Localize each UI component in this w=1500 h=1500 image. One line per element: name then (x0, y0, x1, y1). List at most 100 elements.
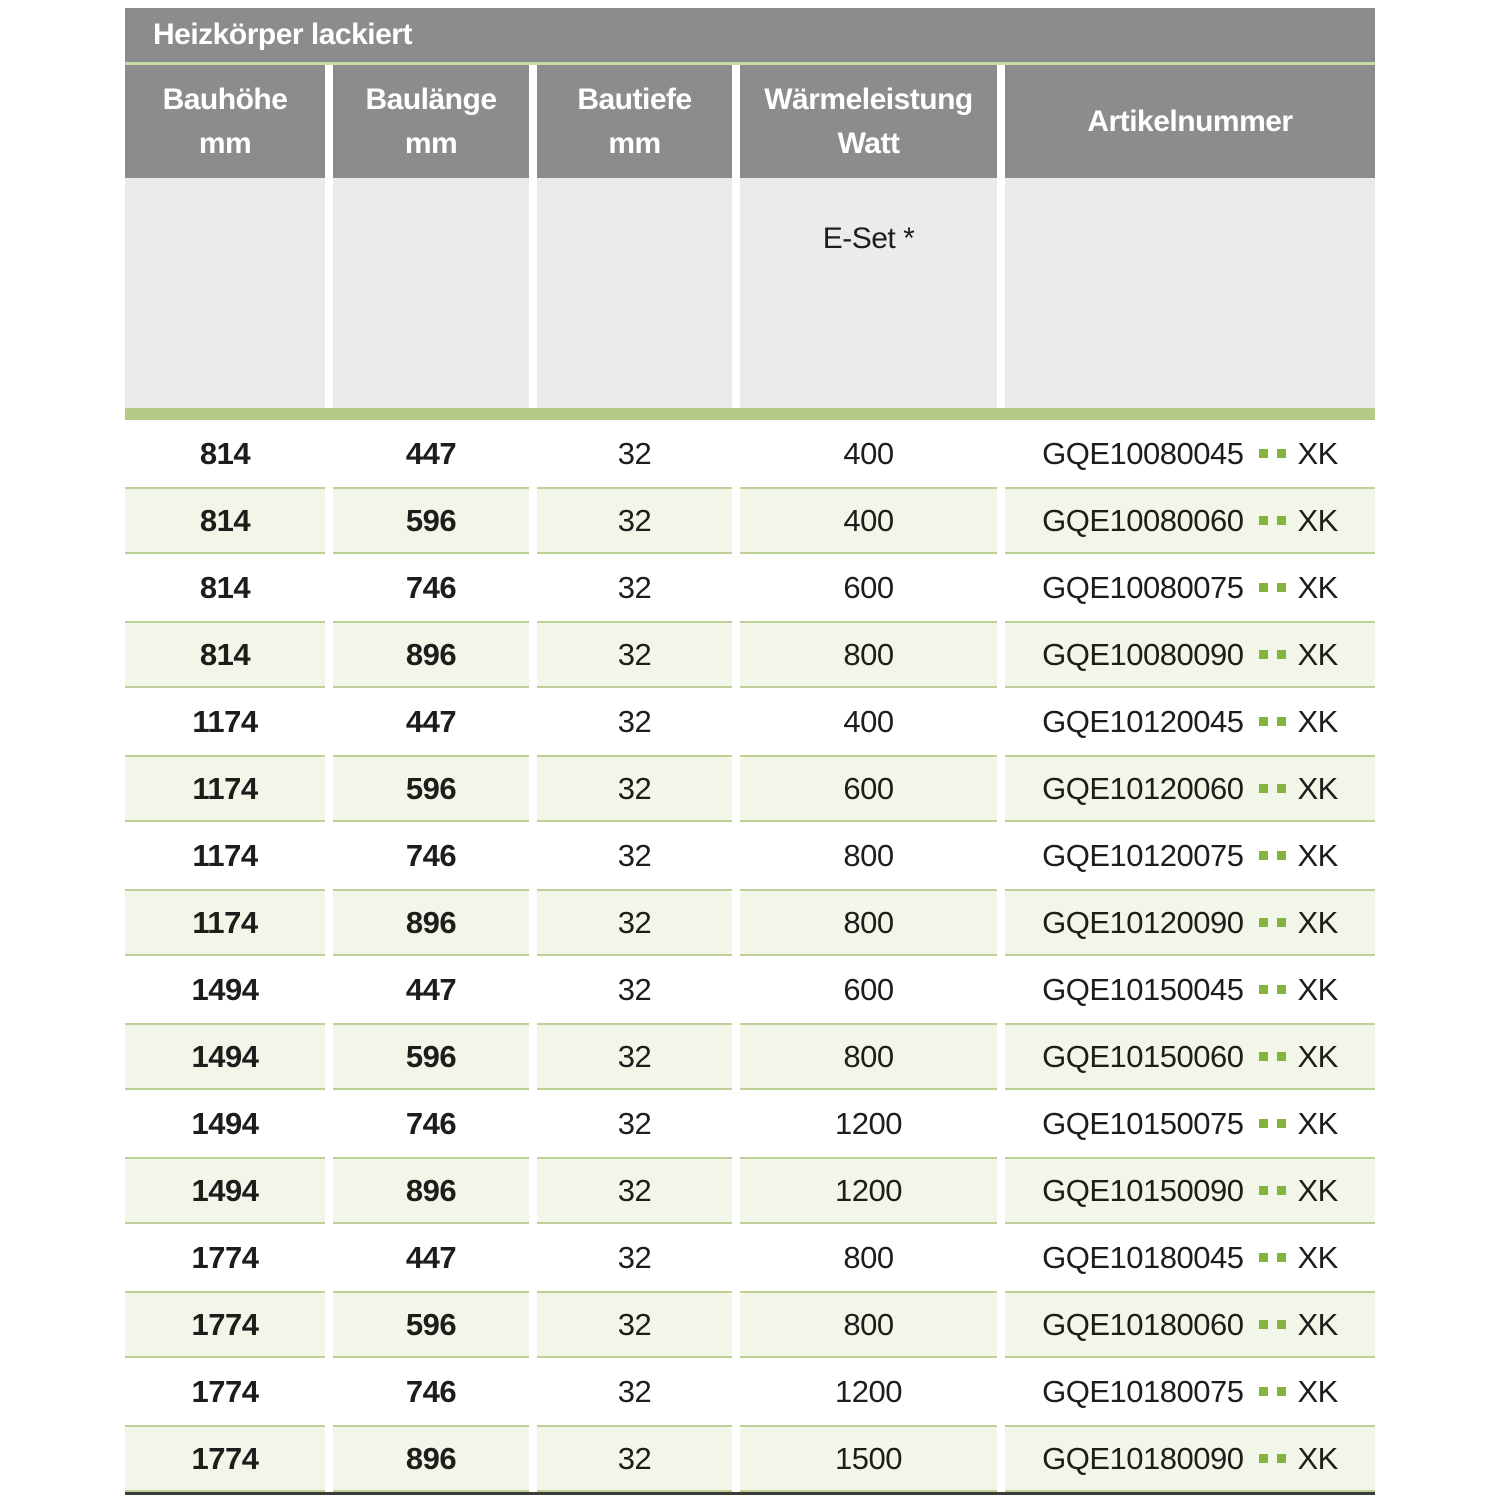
artikelnummer-suffix: XK (1297, 770, 1338, 806)
cell-artikelnummer: GQE10150045 XK (1005, 956, 1375, 1023)
artikelnummer-suffix: XK (1297, 1373, 1338, 1409)
cell-baulaenge: 596 (333, 1291, 529, 1358)
placeholder-dot-icon (1277, 449, 1287, 458)
cell-watt: 1500 (740, 1425, 997, 1492)
column-header-bautiefe: Bautiefe mm (537, 65, 732, 178)
artikelnummer-value: GQE10180060 (1042, 1306, 1244, 1342)
cell-baulaenge: 746 (405, 1373, 457, 1409)
artikelnummer-value: GQE10120045 (1042, 703, 1244, 739)
subheader-cell-artikelnummer (1005, 178, 1375, 408)
placeholder-dot-icon (1277, 1052, 1287, 1061)
table-row: 814 896 32 800 GQE10080090 XK (125, 621, 1375, 688)
artikelnummer-suffix: XK (1297, 971, 1338, 1007)
placeholder-dot-icon (1277, 717, 1287, 726)
header-label: Wärmeleistung (764, 82, 973, 116)
table-row: 1494 746 32 1200 GQE10150075 XK (125, 1090, 1375, 1157)
table-row: 1774 896 32 1500 GQE10180090 XK (125, 1425, 1375, 1492)
artikelnummer-value: GQE10180045 (1042, 1239, 1244, 1275)
table-row: 814 447 32 400 GQE10080045 XK (125, 420, 1375, 487)
artikelnummer-suffix: XK (1297, 1239, 1338, 1275)
artikelnummer-value: GQE10180090 (1042, 1440, 1244, 1476)
artikelnummer-suffix: XK (1297, 1440, 1338, 1476)
cell-baulaenge: 596 (333, 487, 529, 554)
placeholder-dot-icon (1259, 1454, 1269, 1463)
cell-baulaenge: 447 (405, 1239, 457, 1275)
placeholder-dot-icon (1277, 650, 1287, 659)
placeholder-dot-icon (1259, 1387, 1269, 1396)
placeholder-dot-icon (1259, 1320, 1269, 1329)
cell-bautiefe: 32 (537, 755, 732, 822)
placeholder-dot-icon (1277, 851, 1287, 860)
cell-bauhoehe: 1774 (191, 1239, 259, 1275)
placeholder-dot-icon (1277, 583, 1287, 592)
radiator-spec-table: Heizkörper lackiert Bauhöhe mm Baulänge … (125, 8, 1375, 1495)
artikelnummer-suffix: XK (1297, 837, 1338, 873)
subheader-cell-baulaenge (333, 178, 529, 408)
cell-bauhoehe: 1774 (125, 1291, 325, 1358)
cell-baulaenge: 896 (333, 621, 529, 688)
cell-bauhoehe: 1174 (192, 703, 258, 739)
cell-bauhoehe: 1774 (191, 1373, 259, 1409)
cell-artikelnummer: GQE10150075 XK (1005, 1090, 1375, 1157)
column-header-artikelnummer: Artikelnummer (1005, 65, 1375, 178)
cell-bautiefe: 32 (617, 1105, 652, 1141)
artikelnummer-value: GQE10080045 (1042, 435, 1244, 471)
column-header-baulaenge: Baulänge mm (333, 65, 529, 178)
cell-baulaenge: 746 (405, 569, 457, 605)
table-row: 1774 596 32 800 GQE10180060 XK (125, 1291, 1375, 1358)
cell-bautiefe: 32 (617, 435, 652, 471)
cell-watt: 800 (843, 837, 894, 873)
placeholder-dot-icon (1259, 985, 1269, 994)
cell-bautiefe: 32 (617, 837, 652, 873)
cell-watt: 600 (843, 971, 894, 1007)
cell-watt: 400 (843, 435, 894, 471)
cell-bautiefe: 32 (537, 1023, 732, 1090)
cell-artikelnummer: GQE10080060 XK (1005, 487, 1375, 554)
artikelnummer-value: GQE10150090 (1042, 1172, 1244, 1208)
placeholder-dot-icon (1277, 985, 1287, 994)
cell-artikelnummer: GQE10080045 XK (1005, 420, 1375, 487)
cell-bautiefe: 32 (537, 1157, 732, 1224)
cell-watt: 400 (843, 703, 894, 739)
artikelnummer-value: GQE10120060 (1042, 770, 1244, 806)
table-row: 814 746 32 600 GQE10080075 XK (125, 554, 1375, 621)
cell-bautiefe: 32 (537, 1291, 732, 1358)
artikelnummer-suffix: XK (1297, 1306, 1338, 1342)
header-label: Baulänge (365, 82, 497, 116)
cell-bauhoehe: 1494 (191, 1105, 259, 1141)
cell-bautiefe: 32 (537, 621, 732, 688)
cell-bautiefe: 32 (617, 1373, 652, 1409)
cell-watt: 600 (843, 569, 894, 605)
table-row: 1494 596 32 800 GQE10150060 XK (125, 1023, 1375, 1090)
cell-baulaenge: 896 (333, 1157, 529, 1224)
cell-baulaenge: 896 (333, 889, 529, 956)
cell-bauhoehe: 814 (199, 569, 251, 605)
cell-baulaenge: 746 (405, 837, 457, 873)
cell-bauhoehe: 1174 (192, 837, 258, 873)
cell-watt: 800 (740, 621, 997, 688)
cell-bauhoehe: 1494 (191, 971, 259, 1007)
table-title-bar: Heizkörper lackiert (125, 8, 1375, 62)
cell-bauhoehe: 814 (125, 621, 325, 688)
cell-baulaenge: 596 (333, 755, 529, 822)
cell-artikelnummer: GQE10080090 XK (1005, 621, 1375, 688)
cell-artikelnummer: GQE10180090 XK (1005, 1425, 1375, 1492)
artikelnummer-value: GQE10180075 (1042, 1373, 1244, 1409)
header-label: Artikelnummer (1087, 104, 1293, 138)
artikelnummer-suffix: XK (1297, 569, 1338, 605)
artikelnummer-value: GQE10080090 (1042, 636, 1244, 672)
placeholder-dot-icon (1277, 1320, 1287, 1329)
placeholder-dot-icon (1277, 784, 1287, 793)
title-divider (125, 62, 1375, 65)
cell-bauhoehe: 1494 (125, 1157, 325, 1224)
cell-artikelnummer: GQE10180045 XK (1005, 1224, 1375, 1291)
cell-bautiefe: 32 (537, 1425, 732, 1492)
artikelnummer-suffix: XK (1297, 1105, 1338, 1141)
cell-watt: 1200 (835, 1373, 902, 1409)
artikelnummer-suffix: XK (1297, 703, 1338, 739)
cell-baulaenge: 447 (405, 703, 457, 739)
table-row: 1774 746 32 1200 GQE10180075 XK (125, 1358, 1375, 1425)
placeholder-dot-icon (1259, 583, 1269, 592)
cell-bauhoehe: 814 (125, 487, 325, 554)
cell-artikelnummer: GQE10150060 XK (1005, 1023, 1375, 1090)
